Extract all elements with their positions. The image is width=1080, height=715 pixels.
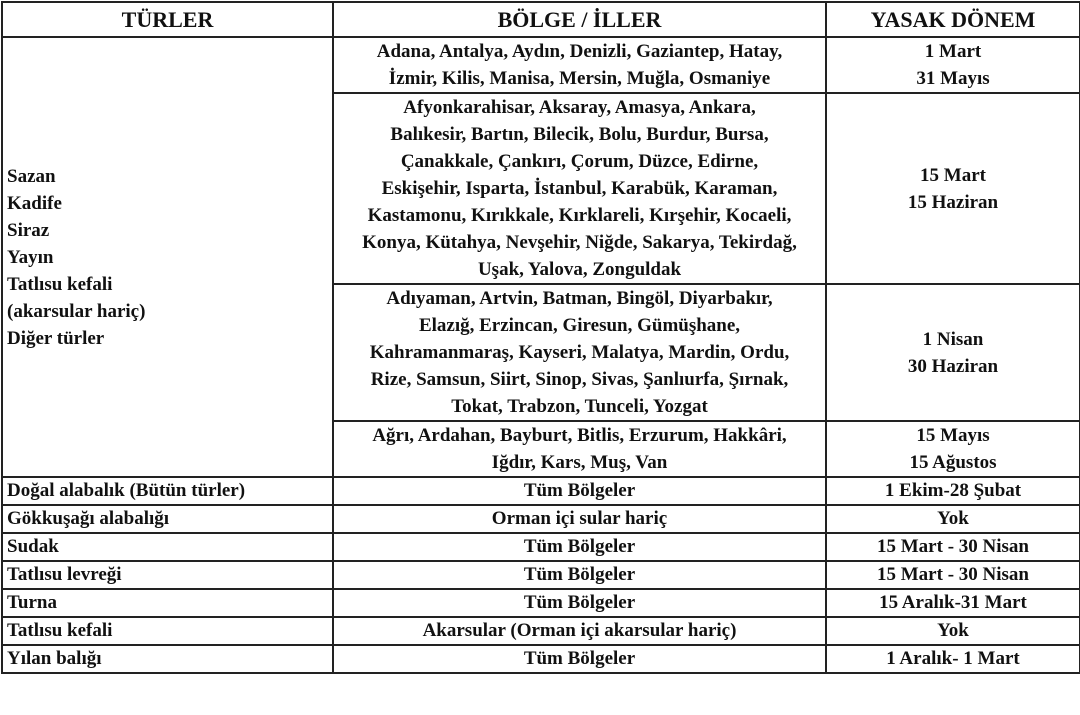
text-line: Kahramanmaraş, Kayseri, Malatya, Mardin,…: [369, 342, 790, 363]
table-row: Tatlısu levreği Tüm Bölgeler 15 Mart - 30 …: [1, 560, 1080, 590]
text-line: Adıyaman, Artvin, Batman, Bingöl, Diyarb…: [386, 288, 773, 309]
text-line: 15 Mayıs: [916, 425, 990, 446]
region-cell: Tüm Bölgeler: [332, 644, 827, 674]
group-row: Ağrı, Ardahan, Bayburt, Bitlis, Erzurum,…: [2, 420, 1080, 478]
region-cell: Orman içi sular hariç: [332, 504, 827, 534]
species-cell: Tatlısu kefali: [1, 616, 334, 646]
text-line: Adana, Antalya, Aydın, Denizli, Gaziante…: [376, 41, 783, 62]
species-cell: Sazan Kadife Siraz Yayın Tatlısu kefali (akar…: [1, 36, 334, 478]
text-line: Kadife: [7, 192, 62, 214]
text-line: Yayın: [7, 246, 54, 268]
text-line: Sazan: [7, 165, 56, 187]
text-line: (akarsular hariç): [7, 300, 146, 322]
period-cell: Yok: [825, 504, 1080, 534]
text-line: Siraz: [7, 219, 50, 241]
text-line: Çanakkale, Çankırı, Çorum, Düzce, Edirne…: [400, 151, 759, 172]
period-cell: 1 Ekim-28 Şubat: [825, 476, 1080, 506]
text-line: Diğer türler: [7, 327, 105, 349]
text-line: 30 Haziran: [907, 355, 999, 377]
period-cell: 15 Mayıs 15 Ağustos: [825, 420, 1080, 478]
header-cell: BÖLGE / İLLER: [332, 1, 827, 38]
provinces-cell: Afyonkarahisar, Aksaray, Amasya, Ankara,…: [332, 92, 827, 285]
header-cell: YASAK DÖNEM: [825, 1, 1080, 38]
text-line: Eskişehir, Isparta, İstanbul, Karabük, K…: [381, 178, 778, 199]
text-line: 31 Mayıs: [916, 68, 990, 89]
period-cell: 1 Aralık- 1 Mart: [825, 644, 1080, 674]
species-cell: Turna: [1, 588, 334, 618]
species-cell: Sudak: [1, 532, 334, 562]
region-cell: Tüm Bölgeler: [332, 560, 827, 590]
text-line: Elazığ, Erzincan, Giresun, Gümüşhane,: [418, 315, 741, 336]
header-cell: TÜRLER: [1, 1, 334, 38]
region-cell: Tüm Bölgeler: [332, 532, 827, 562]
group-row: Afyonkarahisar, Aksaray, Amasya, Ankara,…: [2, 92, 1080, 285]
text-line: Tatlısu kefali: [7, 273, 113, 295]
table-row: Doğal alabalık (Bütün türler) Tüm Bölgele…: [1, 476, 1080, 506]
table-row: Gökkuşağı alabalığı Orman içi sular hariç…: [1, 504, 1080, 534]
text-line: 15 Haziran: [907, 191, 999, 213]
text-line: 1 Nisan: [922, 328, 984, 350]
period-cell: Yok: [825, 616, 1080, 646]
provinces-cell: Ağrı, Ardahan, Bayburt, Bitlis, Erzurum,…: [332, 420, 827, 478]
provinces-cell: Adana, Antalya, Aydın, Denizli, Gaziante…: [332, 36, 827, 94]
period-cell: 15 Mart 15 Haziran: [825, 92, 1080, 285]
period-cell: 15 Mart - 30 Nisan: [825, 532, 1080, 562]
text-line: İzmir, Kilis, Manisa, Mersin, Muğla, Osm…: [388, 68, 771, 89]
period-cell: 15 Aralık-31 Mart: [825, 588, 1080, 618]
regulation-table: TÜRLER BÖLGE / İLLER YASAK DÖNEM Sazan Kadif…: [1, 1, 1080, 674]
text-line: Iğdır, Kars, Muş, Van: [491, 452, 668, 473]
region-cell: Tüm Bölgeler: [332, 476, 827, 506]
text-line: 15 Mart: [920, 164, 986, 186]
species-cell: Gökkuşağı alabalığı: [1, 504, 334, 534]
table-row: Tatlısu kefali Akarsular (Orman içi akars…: [1, 616, 1080, 646]
header-row: TÜRLER BÖLGE / İLLER YASAK DÖNEM: [1, 1, 1080, 38]
table-row: Yılan balığı Tüm Bölgeler 1 Aralık- 1 Mart: [1, 644, 1080, 674]
species-cell: Tatlısu levreği: [1, 560, 334, 590]
species-cell: Yılan balığı: [1, 644, 334, 674]
period-cell: 1 Mart 31 Mayıs: [825, 36, 1080, 94]
table-row: Sudak Tüm Bölgeler 15 Mart - 30 Nisan: [1, 532, 1080, 562]
text-line: Tokat, Trabzon, Tunceli, Yozgat: [451, 396, 708, 417]
text-line: Kastamonu, Kırıkkale, Kırklareli, Kırşeh…: [367, 205, 792, 226]
text-line: Ağrı, Ardahan, Bayburt, Bitlis, Erzurum,…: [372, 425, 787, 446]
text-line: Konya, Kütahya, Nevşehir, Niğde, Sakarya…: [362, 232, 797, 253]
group-row: Sazan Kadife Siraz Yayın Tatlısu kefali (akar…: [1, 36, 1080, 478]
text-line: Afyonkarahisar, Aksaray, Amasya, Ankara,: [403, 97, 756, 118]
text-line: 15 Ağustos: [909, 452, 997, 473]
provinces-cell: Adıyaman, Artvin, Batman, Bingöl, Diyarb…: [332, 283, 827, 422]
species-cell: Doğal alabalık (Bütün türler): [1, 476, 334, 506]
table-row: Turna Tüm Bölgeler 15 Aralık-31 Mart: [1, 588, 1080, 618]
text-line: 1 Mart: [924, 41, 982, 62]
text-line: Balıkesir, Bartın, Bilecik, Bolu, Burdur…: [390, 124, 769, 145]
text-line: Rize, Samsun, Siirt, Sinop, Sivas, Şanlı…: [370, 369, 789, 390]
text-line: Uşak, Yalova, Zonguldak: [477, 259, 682, 280]
group-row: Adıyaman, Artvin, Batman, Bingöl, Diyarb…: [2, 283, 1080, 422]
period-cell: 15 Mart - 30 Nisan: [825, 560, 1080, 590]
region-cell: Tüm Bölgeler: [332, 588, 827, 618]
region-cell: Akarsular (Orman içi akarsular hariç): [332, 616, 827, 646]
period-cell: 1 Nisan 30 Haziran: [825, 283, 1080, 422]
